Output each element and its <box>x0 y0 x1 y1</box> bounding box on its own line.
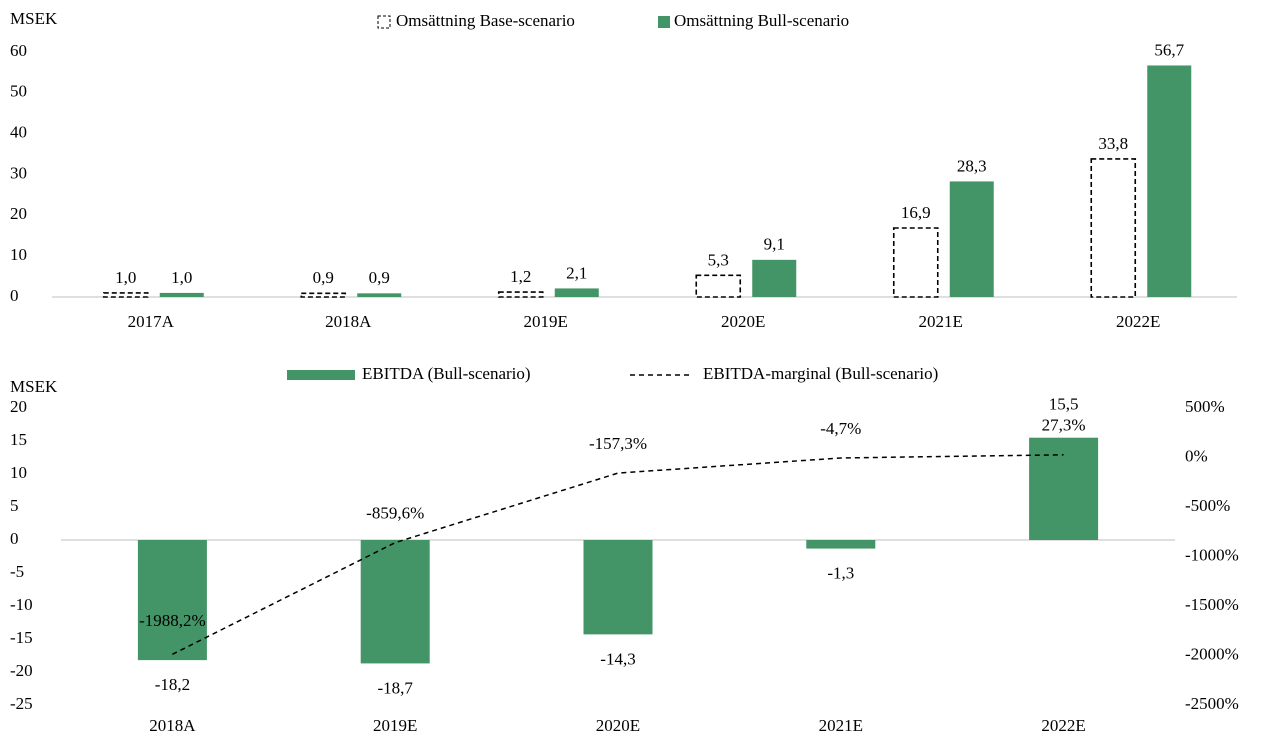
y-tick-label: 20 <box>10 204 27 223</box>
legend-label: Omsättning Base-scenario <box>396 11 575 30</box>
bar <box>554 288 599 297</box>
bar <box>357 293 402 297</box>
bar <box>892 227 939 298</box>
y2-tick-label: -2000% <box>1185 644 1239 663</box>
legend-swatch <box>658 16 670 28</box>
y-tick-label: 10 <box>10 463 27 482</box>
legend-swatch <box>287 370 355 380</box>
data-label: 9,1 <box>764 235 785 254</box>
y2-tick-label: -500% <box>1185 496 1230 515</box>
data-label: -1988,2% <box>139 611 206 630</box>
data-label: -18,7 <box>377 678 413 697</box>
bar <box>497 291 544 298</box>
y-axis-label: MSEK <box>10 377 58 396</box>
data-label: -1,3 <box>827 563 854 582</box>
data-label: 0,9 <box>313 268 334 287</box>
data-label: 16,9 <box>901 203 931 222</box>
y-tick-label: 0 <box>10 286 19 305</box>
x-tick-label: 2019E <box>373 716 417 735</box>
y-tick-label: 5 <box>10 496 19 515</box>
y-tick-label: 60 <box>10 41 27 60</box>
y-axis-label: MSEK <box>10 9 58 28</box>
bar <box>159 292 204 297</box>
y-tick-label: 40 <box>10 123 27 142</box>
bar <box>360 540 430 664</box>
bar <box>583 540 653 635</box>
y-tick-label: 30 <box>10 163 27 182</box>
bar <box>806 540 876 549</box>
y-tick-label: 0 <box>10 529 19 548</box>
bar <box>102 292 149 298</box>
data-label: 28,3 <box>957 156 987 175</box>
bar <box>752 259 797 297</box>
bar <box>1029 437 1099 540</box>
legend-label: EBITDA-marginal (Bull-scenario) <box>703 364 938 383</box>
bar <box>695 274 742 298</box>
data-label: 27,3% <box>1042 416 1086 435</box>
data-label: 1,0 <box>171 268 192 287</box>
data-label: 33,8 <box>1098 134 1128 153</box>
y2-tick-label: 0% <box>1185 446 1208 465</box>
y-tick-label: 15 <box>10 430 27 449</box>
legend-label: EBITDA (Bull-scenario) <box>362 364 531 383</box>
legend-label: Omsättning Bull-scenario <box>674 11 849 30</box>
y2-tick-label: -2500% <box>1185 694 1239 713</box>
x-tick-label: 2022E <box>1116 312 1160 331</box>
data-label: 1,2 <box>510 267 531 286</box>
bar <box>137 540 207 661</box>
bar <box>949 181 994 297</box>
y-tick-label: 50 <box>10 82 27 101</box>
y-tick-label: 10 <box>10 245 27 264</box>
x-tick-label: 2020E <box>721 312 765 331</box>
y-tick-label: -5 <box>10 562 24 581</box>
x-tick-label: 2018A <box>325 312 372 331</box>
data-label: 2,1 <box>566 263 587 282</box>
bar <box>1090 158 1137 298</box>
line <box>172 454 1064 656</box>
y2-tick-label: 500% <box>1185 397 1225 416</box>
x-tick-label: 2017A <box>128 312 175 331</box>
x-tick-label: 2020E <box>596 716 640 735</box>
y-tick-label: -15 <box>10 628 33 647</box>
x-tick-label: 2022E <box>1041 716 1085 735</box>
y-tick-label: -10 <box>10 595 33 614</box>
y2-tick-label: -1000% <box>1185 545 1239 564</box>
y-tick-label: -25 <box>10 694 33 713</box>
bar <box>1147 65 1192 297</box>
y-tick-label: 20 <box>10 397 27 416</box>
x-tick-label: 2021E <box>819 716 863 735</box>
data-label: 15,5 <box>1049 395 1079 414</box>
data-label: 56,7 <box>1154 40 1184 59</box>
bar <box>300 292 347 298</box>
data-label: -18,2 <box>155 675 190 694</box>
y-tick-label: -20 <box>10 661 33 680</box>
x-tick-label: 2018A <box>149 716 196 735</box>
data-label: -157,3% <box>589 434 647 453</box>
x-tick-label: 2021E <box>919 312 963 331</box>
data-label: -859,6% <box>366 504 424 523</box>
data-label: 5,3 <box>708 250 729 269</box>
data-label: 1,0 <box>115 268 136 287</box>
data-label: 0,9 <box>369 268 390 287</box>
data-label: -14,3 <box>600 649 635 668</box>
data-label: -4,7% <box>820 419 861 438</box>
x-tick-label: 2019E <box>524 312 568 331</box>
y2-tick-label: -1500% <box>1185 595 1239 614</box>
legend-swatch <box>377 15 391 29</box>
